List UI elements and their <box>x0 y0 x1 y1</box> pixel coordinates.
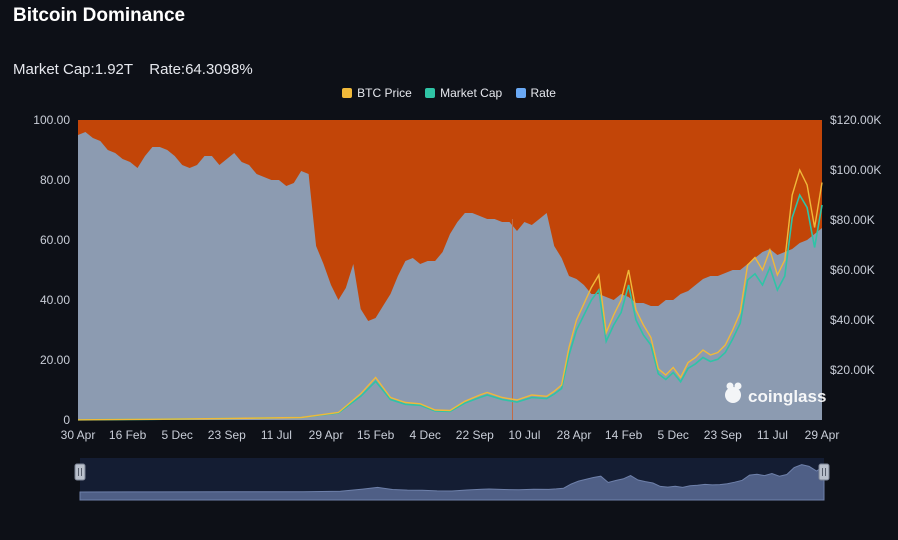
legend-label-market-cap: Market Cap <box>440 86 503 100</box>
y-left-tick-label: 0 <box>63 413 70 427</box>
rate-value: 64.3098% <box>185 61 253 78</box>
coinglass-logo-icon <box>725 382 742 403</box>
y-left-tick-label: 80.00 <box>40 173 70 187</box>
x-tick-label: 22 Sep <box>456 428 494 442</box>
x-tick-label: 5 Dec <box>658 428 689 442</box>
legend-label-btc-price: BTC Price <box>357 86 412 100</box>
market-cap-value: 1.92T <box>94 61 134 78</box>
x-tick-label: 14 Feb <box>605 428 643 442</box>
watermark-text: coinglass <box>748 387 826 406</box>
y-right-tick-label: $100.00K <box>830 163 881 177</box>
stats-line: Market Cap:1.92T Rate:64.3098% <box>13 61 265 78</box>
x-tick-label: 23 Sep <box>208 428 246 442</box>
navigator[interactable] <box>74 458 830 501</box>
navigator-handle-right[interactable] <box>818 463 830 481</box>
x-tick-label: 5 Dec <box>162 428 193 442</box>
x-tick-label: 23 Sep <box>704 428 742 442</box>
x-tick-label: 10 Jul <box>508 428 540 442</box>
rate-stat: Rate:64.3098% <box>149 61 252 78</box>
y-axis-left: 0 20.00 40.00 60.00 80.00 100.00 <box>33 113 70 427</box>
y-axis-right: $20.00K $40.00K $60.00K $80.00K $100.00K $120… <box>830 113 881 377</box>
navigator-handle-left[interactable] <box>74 463 86 481</box>
legend-item-market-cap[interactable]: Market Cap <box>425 86 502 100</box>
y-right-tick-label: $80.00K <box>830 213 875 227</box>
y-left-tick-label: 60.00 <box>40 233 70 247</box>
btc-price-line <box>77 168 823 421</box>
navigator-handle-grip <box>74 463 86 481</box>
chart-legend: BTC Price Market Cap Rate <box>0 86 898 101</box>
page-title: Bitcoin Dominance <box>13 5 186 26</box>
x-tick-label: 29 Apr <box>805 428 840 442</box>
legend-item-rate[interactable]: Rate <box>515 86 556 100</box>
y-left-tick-label: 20.00 <box>40 353 70 367</box>
rate-label: Rate: <box>149 61 186 78</box>
legend-swatch-rate <box>515 88 526 98</box>
x-axis: 30 Apr 16 Feb 5 Dec 23 Sep 11 Jul 29 Apr 15 Fe… <box>61 428 840 442</box>
navigator-series <box>79 464 825 501</box>
y-right-tick-label: $40.00K <box>830 313 875 327</box>
x-tick-label: 15 Feb <box>357 428 395 442</box>
legend-item-btc-price[interactable]: BTC Price <box>342 86 412 100</box>
y-left-tick-label: 100.00 <box>33 113 70 127</box>
coinglass-watermark: coinglass <box>725 382 826 406</box>
legend-swatch-market-cap <box>425 88 436 98</box>
y-right-tick-label: $20.00K <box>830 363 875 377</box>
x-tick-label: 11 Jul <box>261 428 292 442</box>
y-right-tick-label: $60.00K <box>830 263 875 277</box>
x-tick-label: 28 Apr <box>557 428 592 442</box>
legend-swatch-btc-price <box>342 88 353 98</box>
x-tick-label: 29 Apr <box>309 428 344 442</box>
market-cap-label: Market Cap: <box>13 61 95 78</box>
y-right-tick-label: $120.00K <box>830 113 881 127</box>
x-tick-label: 11 Jul <box>757 428 788 442</box>
market-cap-stat: Market Cap:1.92T <box>13 61 133 78</box>
y-left-tick-label: 40.00 <box>40 293 70 307</box>
navigator-handle-grip <box>818 463 830 481</box>
legend-label-rate: Rate <box>530 86 556 100</box>
x-tick-label: 30 Apr <box>61 428 96 442</box>
plot-area <box>77 120 823 421</box>
x-tick-label: 16 Feb <box>109 428 147 442</box>
market-cap-line <box>77 193 823 421</box>
rate-area <box>78 132 822 420</box>
x-tick-label: 4 Dec <box>410 428 441 442</box>
